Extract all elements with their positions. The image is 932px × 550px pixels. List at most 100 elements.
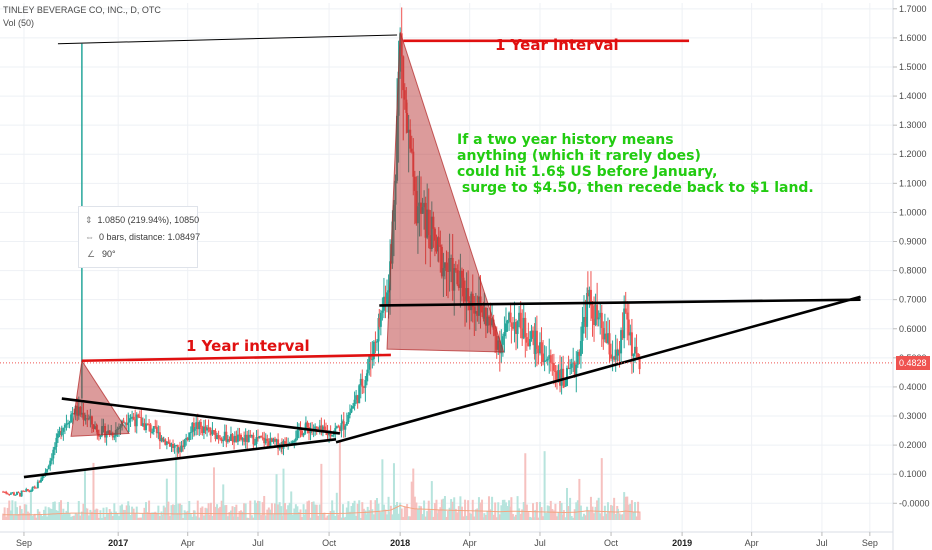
- candle-body: [11, 492, 14, 494]
- candle-body: [487, 316, 490, 319]
- volume-bar: [506, 506, 509, 520]
- candle-body: [134, 419, 137, 427]
- chart-header: TINLEY BEVERAGE CO, INC., D, OTC Vol (50…: [3, 4, 161, 30]
- volume-bar: [400, 508, 403, 520]
- candle-body: [548, 355, 551, 359]
- candle-body: [195, 422, 198, 429]
- candle-body: [399, 33, 402, 72]
- volume-bar: [229, 510, 232, 520]
- bars-range-icon: ⇔: [85, 232, 94, 242]
- candle-body: [277, 439, 280, 449]
- candle-body: [397, 71, 400, 116]
- candle-body: [148, 424, 151, 426]
- volume-bar: [285, 509, 288, 520]
- volume-bar: [238, 511, 241, 520]
- candle-body: [532, 330, 535, 338]
- volume-bar: [62, 508, 65, 520]
- candle-body: [255, 437, 258, 444]
- candle-body: [494, 329, 497, 336]
- measure-tooltip[interactable]: ⇕ 1.0850 (219.94%), 10850 ⇔ 0 bars, distan…: [78, 206, 200, 268]
- volume-bar: [202, 515, 205, 520]
- candle-body: [369, 356, 372, 360]
- year-interval-label-mid[interactable]: 1 Year interval: [186, 337, 310, 355]
- candle-body: [371, 359, 374, 361]
- candle-body: [145, 423, 148, 431]
- volume-bar: [188, 500, 191, 520]
- volume-legend[interactable]: Vol (50): [3, 18, 35, 28]
- price-tick-label: 1.1000: [899, 178, 927, 188]
- volume-bar: [530, 517, 533, 520]
- candle-body: [214, 430, 217, 440]
- time-tick-label: 2019: [672, 538, 692, 548]
- volume-bar: [583, 513, 586, 520]
- volume-bar: [79, 515, 82, 520]
- year-interval-label-top[interactable]: 1 Year interval: [495, 36, 619, 54]
- candle-body: [77, 406, 80, 416]
- candle-body: [102, 426, 105, 428]
- candle-body: [447, 270, 450, 272]
- volume-bar: [450, 499, 453, 520]
- candle-body: [188, 432, 191, 441]
- volume-bar: [549, 500, 552, 520]
- volume-bar: [573, 509, 576, 520]
- volume-bar: [470, 513, 473, 520]
- volume-bar: [12, 515, 15, 520]
- volume-bar: [309, 517, 312, 520]
- volume-bar: [542, 516, 545, 520]
- volume-bar: [189, 514, 192, 520]
- volume-bar: [621, 514, 624, 520]
- price-axis[interactable]: -0.00000.10000.20000.30000.40000.50000.6…: [893, 4, 930, 508]
- candle-body: [178, 447, 181, 452]
- candle-body: [527, 342, 530, 347]
- candle-body: [403, 90, 406, 100]
- volume-bar: [207, 503, 210, 520]
- volume-bar: [627, 504, 630, 520]
- volume-bar: [624, 496, 627, 520]
- candle-body: [186, 437, 189, 441]
- volume-bar: [442, 498, 445, 520]
- volume-bar: [77, 500, 80, 520]
- candle-body: [238, 434, 241, 436]
- candle-body: [94, 426, 97, 429]
- comment-line: surge to $4.50, then recede back to $1 l…: [457, 180, 814, 196]
- volume-bar: [524, 453, 527, 520]
- volume-bar: [92, 462, 95, 520]
- candle-body: [464, 296, 467, 302]
- volume-bar: [5, 516, 8, 520]
- volume-bar: [252, 517, 255, 520]
- interval-line: [81, 353, 391, 363]
- volume-bar: [17, 513, 20, 520]
- candle-body: [209, 429, 212, 432]
- volume-bar: [464, 499, 467, 520]
- candle-body: [509, 312, 512, 323]
- candle-body: [416, 206, 419, 224]
- candle-body: [117, 427, 120, 429]
- volume-bar: [108, 509, 111, 520]
- volume-bar: [167, 501, 170, 520]
- candle-body: [38, 481, 41, 483]
- candle-body: [372, 341, 375, 360]
- candle-body: [345, 421, 348, 426]
- volume-bar: [15, 507, 18, 520]
- comment-note[interactable]: If a two year history means anything (wh…: [457, 132, 814, 196]
- candle-body: [173, 445, 176, 448]
- time-axis[interactable]: Sep 2017 Apr Jul Oct 2018 Apr Jul Oct 2019 Apr Jul S…: [16, 532, 878, 548]
- volume-bar: [191, 516, 194, 520]
- candle-body: [253, 443, 256, 445]
- volume-bar: [198, 517, 201, 520]
- candle-body: [387, 290, 390, 293]
- volume-bar: [269, 509, 272, 520]
- trendline: [23, 437, 337, 479]
- candle-body: [199, 422, 202, 428]
- candle-body: [258, 436, 261, 439]
- candle-body: [506, 320, 509, 324]
- candle-body: [406, 112, 409, 133]
- candle-body: [135, 414, 138, 427]
- candle-body: [80, 412, 83, 415]
- candle-body: [374, 341, 377, 343]
- candle-body: [293, 440, 296, 442]
- candle-body: [362, 386, 365, 388]
- candle-body: [309, 429, 312, 434]
- volume-bar: [397, 513, 400, 520]
